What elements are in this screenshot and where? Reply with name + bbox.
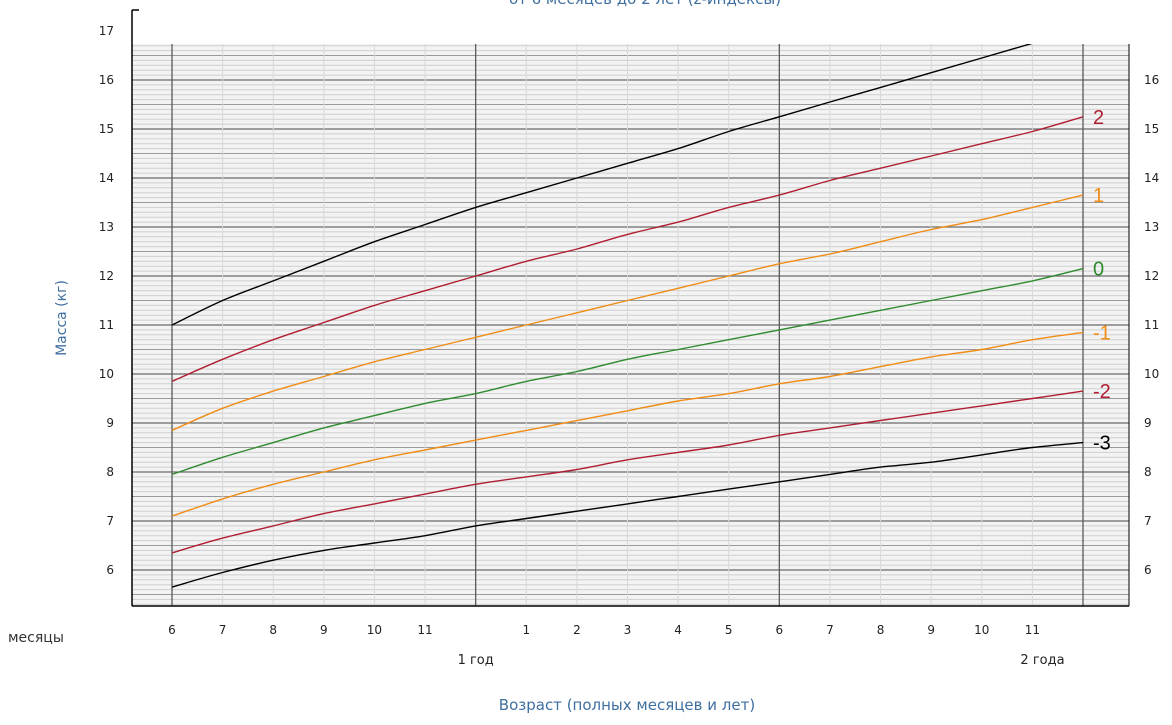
x-tick: 2 — [573, 623, 581, 637]
year-label: 2 года — [1020, 653, 1064, 668]
x-tick: 7 — [826, 623, 834, 637]
x-tick: 9 — [927, 623, 935, 637]
y-tick-right: 15 — [1144, 122, 1159, 136]
series-line — [171, 390, 1084, 554]
x-tick: 1 — [522, 623, 530, 637]
x-tick: 8 — [877, 623, 885, 637]
series-4: 0 — [171, 259, 1104, 476]
y-tick-right: 7 — [1144, 514, 1152, 528]
y-tick-right: 10 — [1144, 367, 1159, 381]
series-label: -1 — [1093, 322, 1111, 344]
x-tick: 9 — [320, 623, 328, 637]
y-tick-right: 13 — [1144, 220, 1159, 234]
y-tick-right: 11 — [1144, 318, 1159, 332]
series-label: -2 — [1093, 381, 1111, 403]
y-tick-left: 17 — [99, 24, 114, 38]
series-5: -1 — [171, 322, 1111, 517]
y-tick-right: 6 — [1144, 563, 1152, 577]
year-label: 1 год — [458, 653, 494, 668]
chart-grid — [132, 44, 1129, 606]
y-tick-left: 11 — [99, 318, 114, 332]
series-1 — [171, 44, 1033, 326]
y-tick-left: 15 — [99, 122, 114, 136]
series-line — [171, 44, 1033, 326]
series-line — [171, 441, 1084, 588]
series-label: 1 — [1093, 185, 1104, 207]
x-row-label: месяцы — [8, 630, 64, 646]
y-tick-left: 8 — [106, 465, 114, 479]
x-tick: 10 — [367, 623, 382, 637]
series-line — [171, 267, 1084, 476]
x-tick: 11 — [417, 623, 432, 637]
x-tick: 4 — [674, 623, 682, 637]
y-tick-right: 9 — [1144, 416, 1152, 430]
y-tick-left: 9 — [106, 416, 114, 430]
series-line — [171, 331, 1084, 517]
series-layer: 2 1 0 -1 -2 -3 — [171, 44, 1111, 588]
x-axis-label: Возраст (полных месяцев и лет) — [499, 696, 755, 714]
series-3: 1 — [171, 185, 1104, 432]
x-tick: 3 — [624, 623, 632, 637]
chart-axes — [131, 9, 1130, 607]
y-tick-left: 6 — [106, 563, 114, 577]
series-6: -2 — [171, 381, 1111, 554]
x-tick: 5 — [725, 623, 733, 637]
y-tick-right: 8 — [1144, 465, 1152, 479]
series-label: 2 — [1093, 107, 1104, 129]
y-tick-left: 10 — [99, 367, 114, 381]
y-tick-left: 13 — [99, 220, 114, 234]
chart-title: от 6 месяцев до 2 лет (z-индексы) — [509, 0, 781, 8]
series-line — [171, 116, 1084, 383]
y-tick-left: 12 — [99, 269, 114, 283]
series-label: -3 — [1093, 433, 1111, 455]
x-tick: 6 — [168, 623, 176, 637]
x-tick: 6 — [776, 623, 784, 637]
y-tick-left: 7 — [106, 514, 114, 528]
x-tick: 7 — [219, 623, 227, 637]
y-tick-left: 16 — [99, 73, 114, 87]
series-2: 2 — [171, 107, 1104, 383]
y-tick-right: 14 — [1144, 171, 1159, 185]
x-tick: 10 — [974, 623, 989, 637]
x-tick: 8 — [269, 623, 277, 637]
series-7: -3 — [171, 433, 1111, 588]
x-tick: 11 — [1025, 623, 1040, 637]
y-tick-left: 14 — [99, 171, 114, 185]
y-axis-label: Масса (кг) — [54, 280, 70, 356]
y-tick-right: 16 — [1144, 73, 1159, 87]
series-label: 0 — [1093, 259, 1104, 281]
y-tick-right: 12 — [1144, 269, 1159, 283]
series-line — [171, 194, 1084, 432]
